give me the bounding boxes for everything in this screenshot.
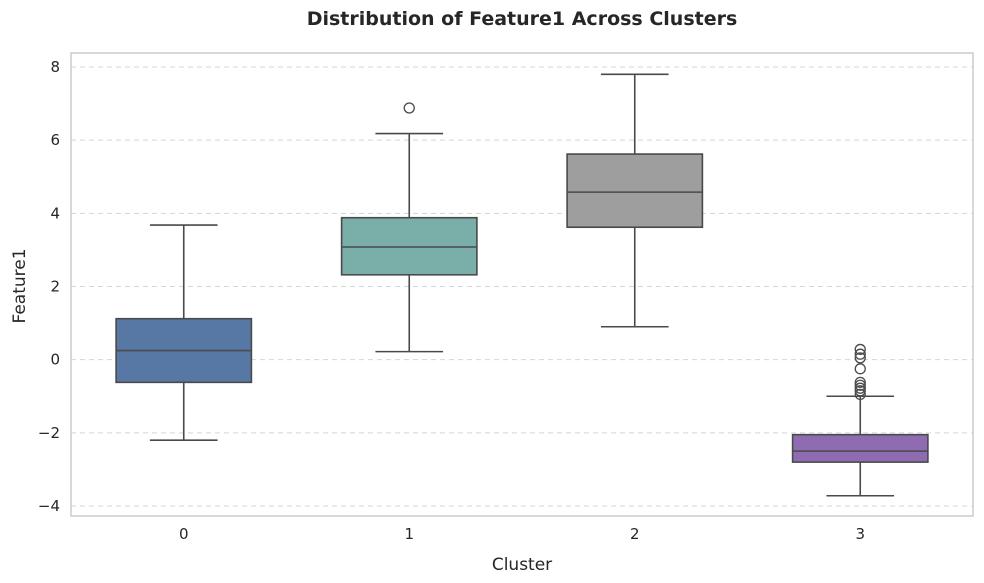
outlier-point [854,363,866,375]
iqr-box [566,153,704,229]
y-tick-label: 0 [50,351,60,369]
outlier-point [854,376,866,388]
y-axis-label: Feature1 [10,248,30,323]
box-group-cluster-2 [566,73,704,328]
outlier-point [854,343,866,356]
outlier-point [854,348,866,360]
x-tick-label: 3 [855,525,865,543]
x-tick-label: 0 [179,525,189,543]
x-axis-label: Cluster [492,555,552,575]
y-tick-label: 2 [50,278,60,296]
box-group-cluster-0 [115,224,253,441]
y-tick-label: −4 [38,497,60,515]
outlier-point [403,102,415,114]
y-tick-label: 6 [50,131,60,149]
outlier-point [854,379,866,391]
iqr-box [791,433,929,463]
y-tick-label: −2 [38,424,60,442]
box-group-cluster-1 [340,102,478,353]
y-tick-label: 4 [50,204,60,222]
y-tick-label: 8 [50,58,60,76]
outlier-point [854,388,866,401]
plot-frame [70,52,974,517]
boxes [115,73,929,497]
chart-title: Distribution of Feature1 Across Clusters [307,8,738,30]
outlier-point [854,382,866,394]
box-group-cluster-3 [791,343,929,497]
x-tick-label: 1 [404,525,414,543]
y-tick-labels: −4 −2 0 2 4 6 8 [38,58,60,515]
outlier-point [854,352,866,364]
x-tick-label: 2 [630,525,640,543]
gridlines [71,66,973,507]
x-tick-labels: 0 1 2 3 [179,525,865,543]
